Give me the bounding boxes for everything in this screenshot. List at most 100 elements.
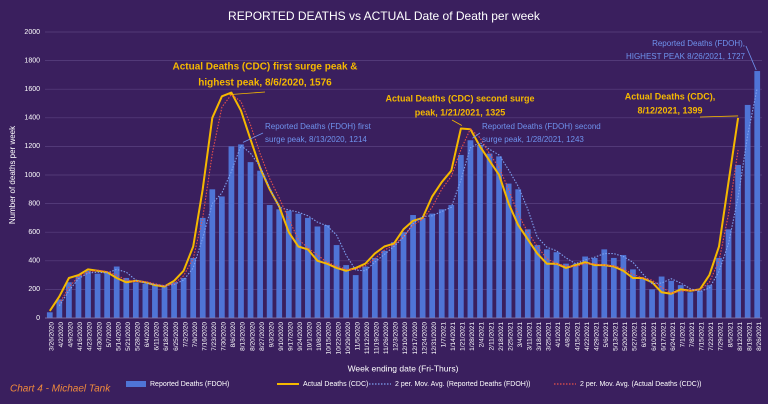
bar [266,205,273,318]
bar [658,276,665,318]
x-tick-label: 7/30/2020 [221,322,228,351]
x-tick-label: 6/4/2020 [144,322,151,348]
annotation-arrow [451,119,463,126]
bar [735,164,741,318]
x-tick-label: 6/25/2020 [173,322,180,351]
bar [438,209,445,318]
bar [218,196,225,318]
annotation: surge peak, 8/13/2020, 1214 [265,135,367,144]
bar [257,170,263,318]
credit: Chart 4 - Michael Tank [10,384,111,395]
x-tick-label: 11/19/2020 [374,322,381,354]
bar [754,71,761,318]
bar [85,270,91,318]
bar [56,299,63,318]
x-tick-label: 5/14/2020 [115,322,122,351]
bar [247,162,254,318]
x-tick-label: 7/23/2020 [211,322,218,351]
moving-average [58,93,739,304]
x-tick-label: 5/7/2020 [106,322,113,348]
bar [457,154,464,318]
legend-label: 2 per. Mov. Avg. (Actual Deaths (CDC)) [580,381,702,388]
x-tick-label: 4/8/2021 [565,322,572,348]
x-tick-label: 7/2/2020 [182,322,189,348]
x-tick-label: 4/2/2020 [58,322,65,348]
x-tick-label: 2/18/2021 [498,322,505,351]
x-tick-label: 4/22/2021 [584,322,591,351]
bar [75,275,82,318]
x-tick-label: 7/8/2021 [689,322,696,348]
x-tick-label: 10/22/2020 [335,322,342,355]
bar [371,257,378,318]
x-tick-label: 6/3/2021 [641,322,648,348]
bar [104,272,111,318]
annotation: Reported Deaths (FDOH), [652,39,745,48]
y-tick-label: 1200 [24,143,40,150]
bar [429,213,436,318]
y-tick-label: 1000 [24,172,40,179]
bar [66,282,72,318]
x-tick-label: 1/21/2021 [460,322,467,351]
x-tick-label: 9/3/2020 [268,322,275,348]
x-tick-label: 5/20/2021 [622,322,629,351]
x-tick-label: 6/17/2021 [660,322,667,351]
x-tick-label: 5/21/2020 [125,322,132,351]
annotation-arrow [229,91,266,96]
bar [161,286,168,318]
bar [419,217,426,318]
bar [94,273,101,318]
x-tick-label: 3/26/2020 [48,322,55,351]
x-tick-label: 4/16/2020 [77,322,84,351]
bar [639,277,646,318]
x-tick-label: 3/18/2021 [536,322,543,351]
bar [687,292,694,318]
x-tick-label: 4/30/2020 [96,322,103,351]
x-tick-label: 8/12/2021 [737,322,744,351]
bar [582,256,589,318]
x-tick-label: 7/22/2021 [708,322,715,351]
x-tick-label: 11/26/2020 [383,322,390,354]
bar [276,209,283,318]
annotation: HIGHEST PEAK 8/26/2021, 1727 [626,52,746,61]
bar [238,144,244,318]
bar [610,257,617,318]
bar [46,312,53,318]
moving-average [58,87,758,307]
x-tick-label: 9/10/2020 [278,322,285,351]
y-tick-label: 200 [28,286,40,293]
x-tick-label: 8/19/2021 [746,322,753,351]
annotation: surge peak, 1/28/2021, 1243 [482,135,584,144]
bar [352,275,359,318]
y-tick-label: 0 [36,315,40,322]
x-tick-label: 7/16/2020 [201,322,208,351]
bar [668,280,675,318]
bar [113,266,120,318]
y-tick-label: 1800 [24,57,40,64]
bar [209,189,216,318]
legend-label: Reported Deaths (FDOH) [150,381,229,388]
bar [152,285,158,318]
annotation: Reported Deaths (FDOH) second [482,122,601,131]
y-tick-label: 600 [28,229,40,236]
annotation: peak, 1/21/2021, 1325 [415,107,506,117]
y-tick-label: 800 [28,200,40,207]
bar [477,144,483,318]
x-tick-label: 6/11/2020 [154,322,161,351]
bar [515,189,522,318]
y-axis-label: Number of deaths per week [8,125,17,224]
x-tick-label: 1/7/2021 [440,322,447,348]
x-tick-label: 8/13/2020 [240,322,247,351]
bar [496,156,502,318]
bar [142,283,149,318]
bar [725,229,732,318]
x-tick-label: 12/3/2020 [393,322,400,351]
x-tick-label: 11/5/2020 [354,322,361,351]
bar [285,210,292,318]
x-tick-label: 12/31/2020 [431,322,438,355]
bar [544,249,550,318]
bar [534,245,541,318]
x-tick-label: 9/17/2020 [287,322,294,351]
bar [410,215,416,318]
bar [505,183,512,318]
